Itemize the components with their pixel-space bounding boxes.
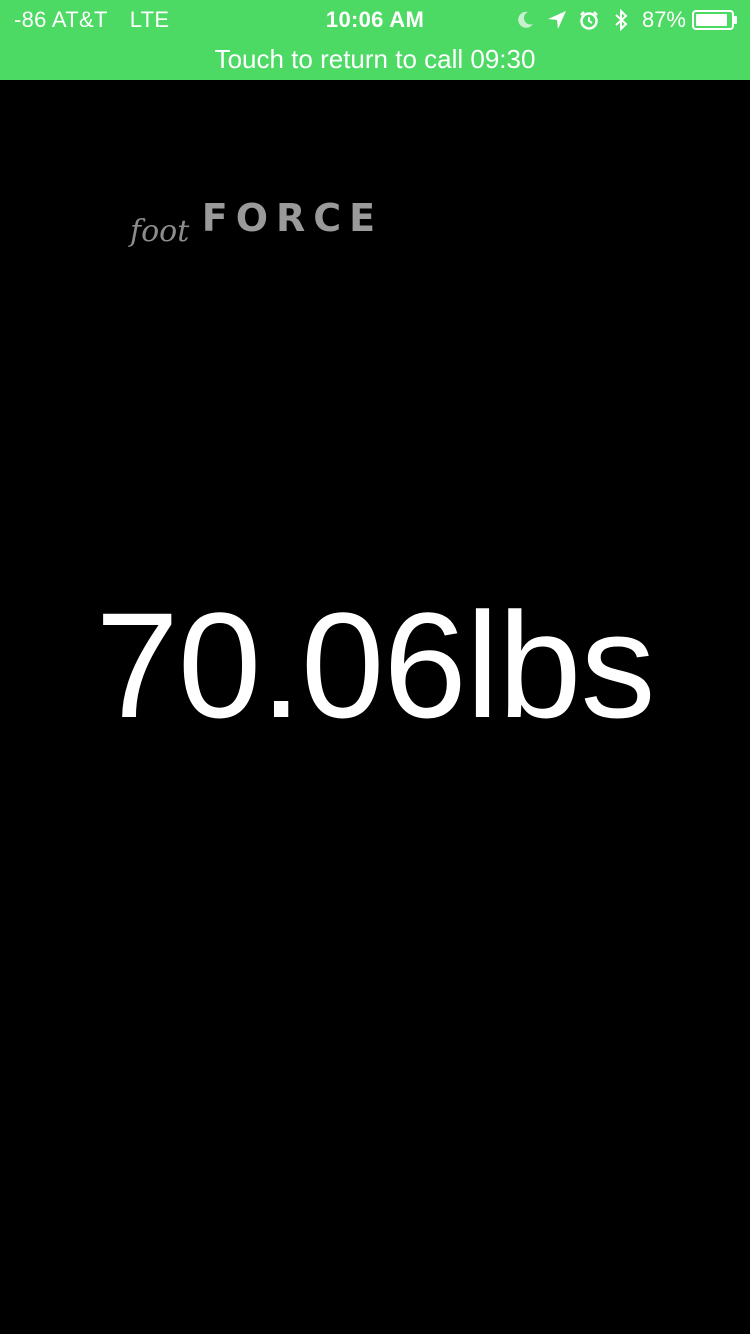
carrier-name: AT&T <box>51 7 108 32</box>
location-arrow-icon <box>546 9 568 31</box>
signal-strength: -86 <box>14 7 47 32</box>
status-icons: 87% <box>514 6 738 34</box>
status-time: 10:06 AM <box>325 7 425 32</box>
force-reading: 70.06lbs <box>95 581 655 749</box>
logo-force-text: FORCE <box>201 196 384 240</box>
logo-foot-text: foot <box>130 214 190 249</box>
status-bar[interactable]: -86 AT&T LTE 10:06 AM <box>0 0 750 80</box>
battery-percent: 87% <box>641 7 686 32</box>
status-row: -86 AT&T LTE 10:06 AM <box>0 0 750 40</box>
carrier-info: -86 AT&T LTE <box>14 6 169 34</box>
battery-icon <box>692 10 738 30</box>
return-to-call-banner[interactable]: Touch to return to call 09:30 <box>214 44 536 74</box>
network-type: LTE <box>129 7 170 32</box>
alarm-icon <box>578 9 600 31</box>
footforce-logo: foot FORCE <box>130 196 383 256</box>
bluetooth-icon <box>610 9 632 31</box>
moon-icon <box>514 9 536 31</box>
